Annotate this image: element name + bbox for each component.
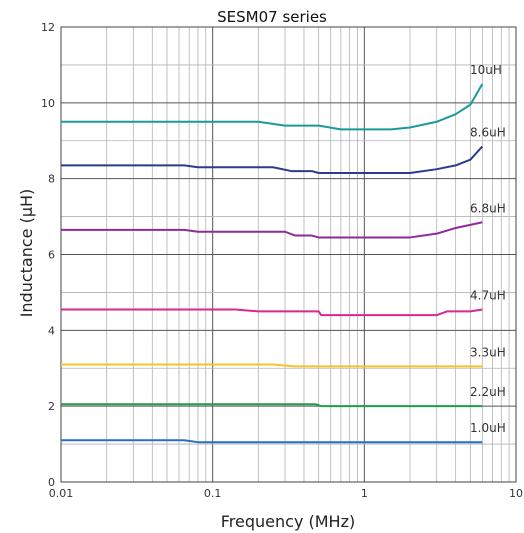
series-line	[61, 363, 483, 368]
series-label: 4.7uH	[470, 288, 506, 302]
series-line	[61, 403, 483, 408]
x-tick-label: 0.01	[49, 487, 74, 500]
series-label: 1.0uH	[470, 421, 506, 435]
y-tick-label: 6	[48, 249, 55, 262]
y-tick-label: 12	[41, 21, 55, 34]
series-line	[61, 308, 483, 317]
x-axis-label: Frequency (MHz)	[221, 512, 355, 531]
x-tick-label: 0.1	[204, 487, 222, 500]
series-label: 8.6uH	[470, 125, 506, 139]
y-axis-label: Inductance (μH)	[17, 189, 36, 318]
series-label: 10uH	[470, 63, 502, 77]
plot-frame	[60, 26, 517, 483]
series-line	[61, 439, 483, 444]
grid	[60, 26, 517, 483]
series-label: 2.2uH	[470, 385, 506, 399]
y-tick-label: 8	[48, 173, 55, 186]
series-line	[61, 83, 484, 131]
y-tick-label: 0	[48, 476, 55, 489]
series-label: 3.3uH	[470, 345, 506, 359]
x-tick-label: 10	[509, 487, 523, 500]
y-tick-label: 2	[48, 400, 55, 413]
y-tick-label: 4	[48, 324, 55, 337]
x-tick-label: 1	[361, 487, 368, 500]
chart-title: SESM07 series	[217, 8, 327, 26]
series-lines	[61, 83, 484, 444]
series-line	[61, 145, 484, 174]
series-labels: 10uH 8.6uH 6.8uH 4.7uH 3.3uH 2.2uH 1.0uH	[470, 63, 506, 435]
tick-labels: 0 2 4 6 8 10 12 0.01 0.1 1 10	[41, 21, 523, 500]
y-tick-label: 10	[41, 97, 55, 110]
series-label: 6.8uH	[470, 201, 506, 215]
series-line	[61, 221, 483, 239]
